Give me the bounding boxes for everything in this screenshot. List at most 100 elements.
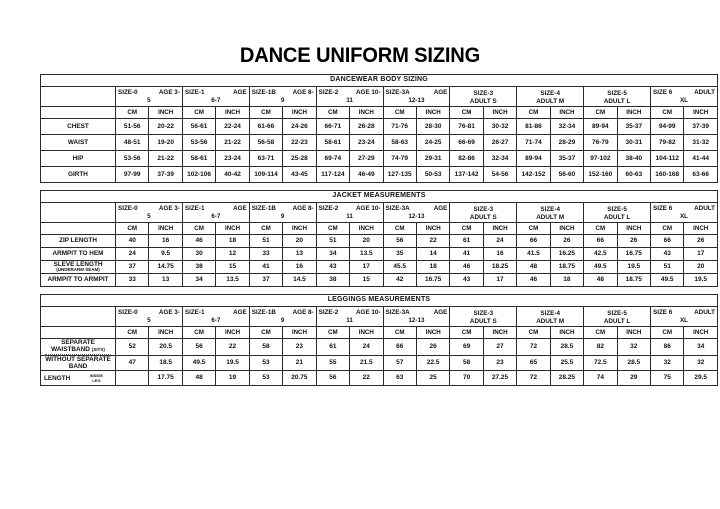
- value-cell: 66: [649, 234, 685, 248]
- size-header: SIZE-1B AGE 8- 9: [248, 202, 317, 223]
- value-cell: 19.5: [616, 260, 652, 274]
- empty-corner-cell: [40, 106, 116, 119]
- units-row: CM INCH CM INCH CM INCH CM INCH CM INCH CM INCH CM IN…: [40, 222, 718, 235]
- value-cell: 71-74: [516, 134, 551, 151]
- value-cell: 24: [482, 234, 518, 248]
- unit-header: INCH: [683, 222, 718, 235]
- value-cell: 142-152: [516, 166, 551, 183]
- unit-header: INCH: [683, 326, 718, 339]
- value-cell: 21: [282, 355, 317, 372]
- value-cell: 38-40: [616, 150, 652, 167]
- value-cell: 17.75: [148, 370, 183, 387]
- dancewear-body-sizing-table: DANCEWEAR BODY SIZING SIZE-0 AGE 3- 5 SIZE-1…: [40, 74, 718, 183]
- table-row: SLEVE LENGTH (UNDERARM SEAM) 37 14.75 38 15 41…: [40, 260, 718, 274]
- row-label-sidenote: INSIDE LEG: [89, 373, 103, 384]
- size-header: SIZE-1B AGE 8- 9: [248, 306, 317, 327]
- value-cell: 37: [248, 273, 284, 287]
- value-cell: 17: [683, 247, 718, 261]
- value-cell: 48: [583, 273, 618, 287]
- table-row: CHEST 51-56 20-22 56-61 22-24 61-66 24-26 66-71…: [40, 118, 718, 135]
- value-cell: 75: [649, 370, 685, 387]
- page-title: DANCE UNIFORM SIZING: [239, 44, 481, 67]
- table-title-row: JACKET MEASUREMENTS: [40, 190, 718, 203]
- value-cell: 31-32: [683, 134, 718, 151]
- unit-header: CM: [248, 326, 284, 339]
- value-cell: 48-51: [114, 134, 150, 151]
- value-cell: 19.5: [215, 355, 250, 372]
- table-row: WAIST 48-51 19-20 53-56 21-22 56-58 22-23 58-61…: [40, 134, 718, 151]
- value-cell: 104-112: [649, 150, 685, 167]
- value-cell: 97-99: [114, 166, 150, 183]
- value-cell: 55: [315, 355, 351, 372]
- value-cell: 22: [415, 234, 451, 248]
- value-cell: 61: [449, 234, 484, 248]
- value-cell: 16: [148, 234, 183, 248]
- unit-header: CM: [583, 326, 618, 339]
- value-cell: 63-71: [248, 150, 284, 167]
- unit-header: CM: [315, 222, 351, 235]
- label-divider: [45, 354, 111, 355]
- table-row: ZIP LENGTH 40 16 46 18 51 20 51 20 56 22 61 24 66 26 66…: [40, 234, 718, 248]
- size-header: SIZE 6 ADULT XL: [650, 306, 718, 327]
- value-cell: 17: [482, 273, 518, 287]
- unit-header: CM: [382, 106, 417, 119]
- value-cell: 21-22: [215, 134, 250, 151]
- size-header: SIZE 6 ADULT XL: [650, 86, 718, 107]
- row-label-cell: WAIST: [40, 134, 116, 151]
- value-cell: 152-160: [583, 166, 618, 183]
- value-cell: 58: [248, 337, 284, 357]
- row-label: GIRTH: [68, 170, 88, 178]
- value-cell: 28.25: [549, 370, 585, 387]
- value-cell: 53: [248, 355, 284, 372]
- value-cell: 18: [549, 273, 585, 287]
- value-cell: 58-63: [382, 134, 417, 151]
- size-header: SIZE-3 ADULT S: [449, 86, 518, 107]
- value-cell: 30: [181, 247, 217, 261]
- row-label-cell: SEPARATE WAISTBAND (SITS): [40, 337, 116, 357]
- value-cell: 46: [516, 273, 551, 287]
- unit-header: INCH: [482, 106, 518, 119]
- value-cell: 117-124: [315, 166, 351, 183]
- value-cell: 89-94: [583, 118, 618, 135]
- value-cell: 79-82: [649, 134, 685, 151]
- value-cell: 60-63: [616, 166, 652, 183]
- value-cell: 16: [482, 247, 518, 261]
- size-header: SIZE-2 AGE 10- 11: [315, 202, 384, 223]
- unit-header: INCH: [482, 222, 518, 235]
- value-cell: 66-71: [315, 118, 351, 135]
- value-cell: 18: [415, 260, 451, 274]
- unit-header: CM: [583, 222, 618, 235]
- value-cell: 66: [382, 337, 417, 357]
- unit-header: INCH: [415, 326, 451, 339]
- value-cell: 18.5: [148, 355, 183, 372]
- value-cell: 81-86: [516, 118, 551, 135]
- size-header: SIZE-3A AGE 12-13: [382, 86, 451, 107]
- row-label: LENGTH: [44, 374, 71, 382]
- value-cell: 16.75: [415, 273, 451, 287]
- unit-header: INCH: [616, 326, 652, 339]
- size-header: SIZE-0 AGE 3- 5: [115, 202, 183, 223]
- table-row: WITHOUT SEPARATE BAND 47 18.5 49.5 19.5 53 21 55…: [40, 355, 718, 372]
- value-cell: 23: [282, 337, 317, 357]
- table-row: LENGTH INSIDE LEG 17.75 48 19 53 20.75 56 22 63 25 7…: [40, 370, 718, 387]
- value-cell: 22.5: [415, 355, 451, 372]
- table-row: SEPARATE WAISTBAND (SITS) 52 20.5 56 22 58 23 61 2…: [40, 337, 718, 357]
- value-cell: 18.75: [549, 260, 585, 274]
- value-cell: 69-74: [315, 150, 351, 167]
- value-cell: 24-26: [282, 118, 317, 135]
- value-cell: 16: [282, 260, 317, 274]
- value-cell: 20.75: [282, 370, 317, 387]
- value-cell: 33: [248, 247, 284, 261]
- value-cell: 47: [114, 355, 150, 372]
- unit-header: CM: [248, 106, 284, 119]
- unit-header: INCH: [215, 106, 250, 119]
- value-cell: 13: [282, 247, 317, 261]
- value-cell: 89-94: [516, 150, 551, 167]
- unit-header: CM: [181, 326, 217, 339]
- value-cell: 20: [683, 260, 718, 274]
- jacket-measurements-table: JACKET MEASUREMENTS SIZE-0 AGE 3- 5 SIZE-1 AG…: [40, 190, 718, 287]
- unit-header: INCH: [616, 106, 652, 119]
- value-cell: 23-24: [215, 150, 250, 167]
- value-cell: 22: [215, 337, 250, 357]
- value-cell: 42: [382, 273, 417, 287]
